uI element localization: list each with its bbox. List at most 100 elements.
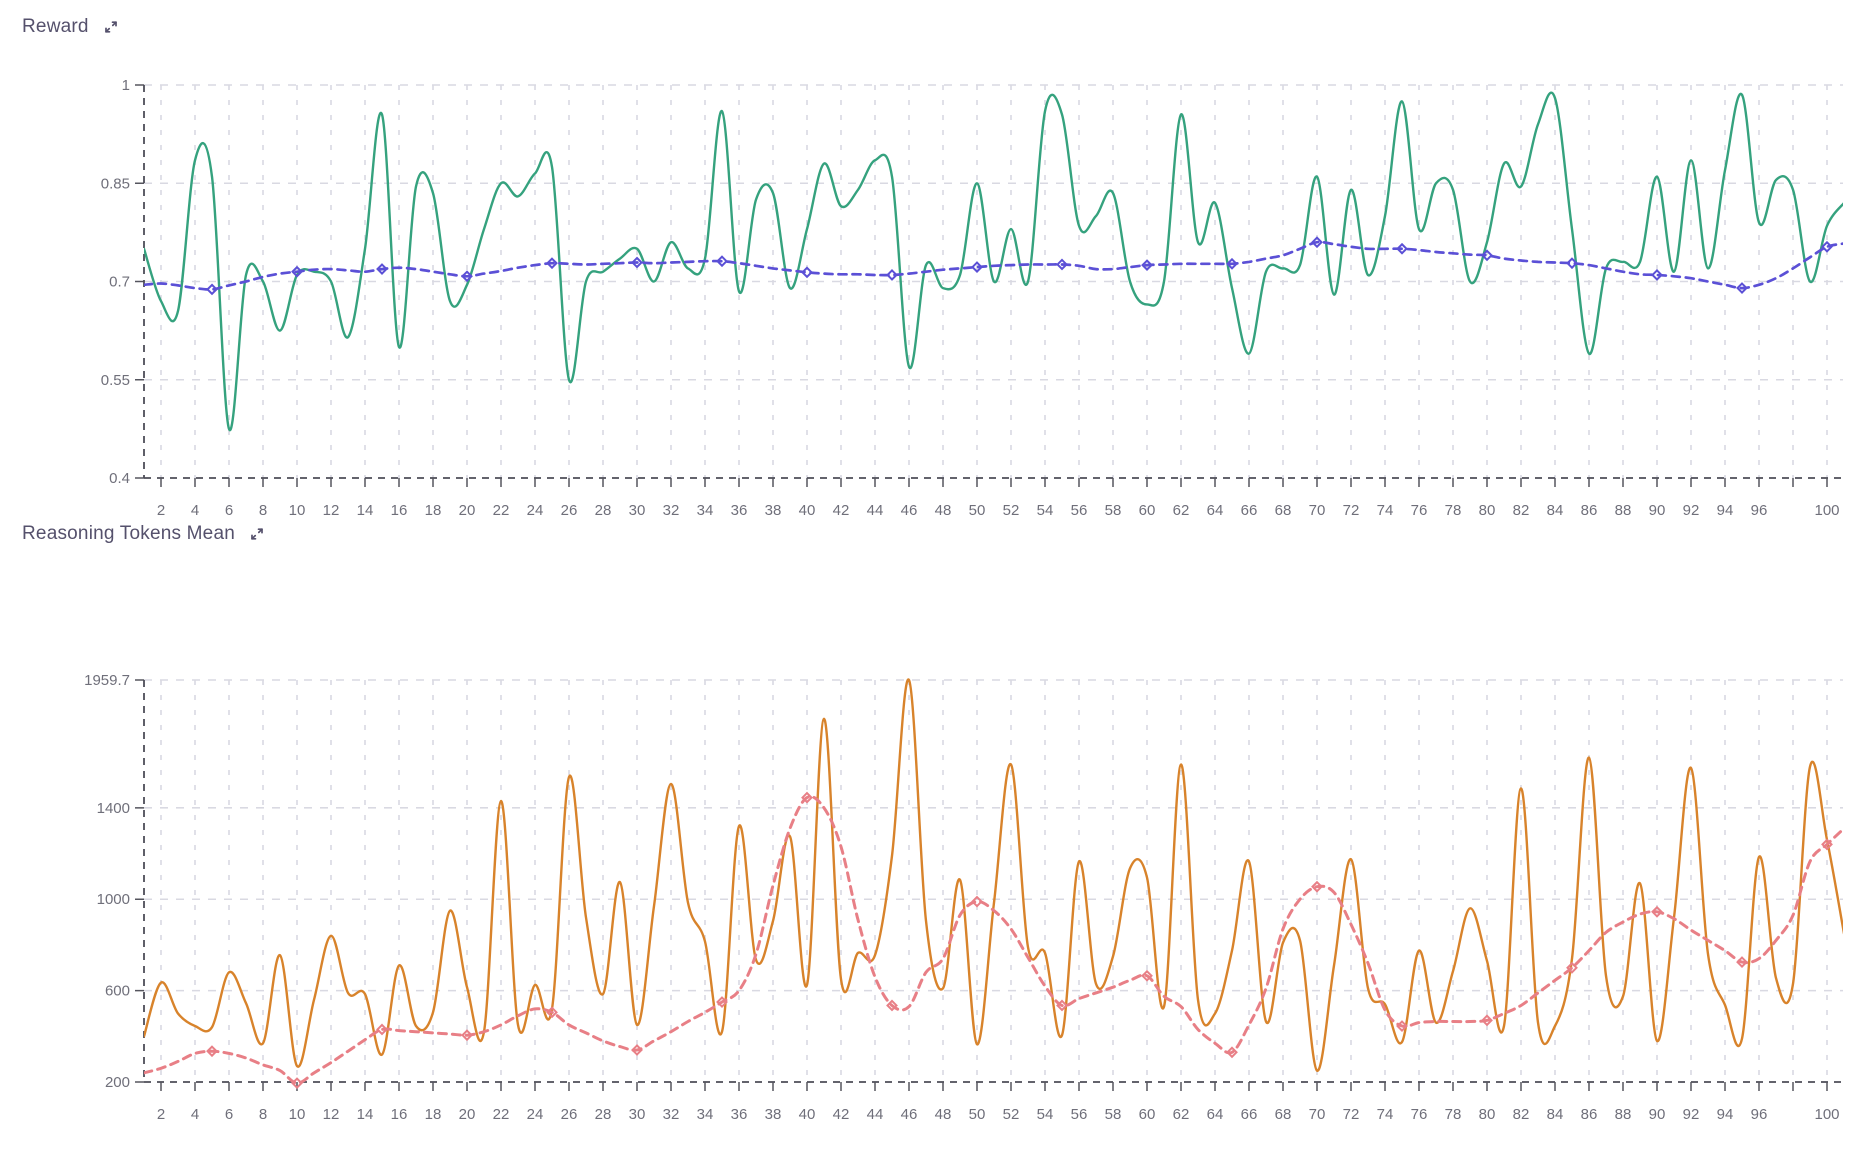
x-tick-label: 88 bbox=[1615, 1106, 1632, 1123]
x-tick-label: 72 bbox=[1343, 502, 1360, 519]
y-tick-label: 0.85 bbox=[101, 175, 130, 192]
series-marker bbox=[1651, 905, 1663, 918]
series-marker bbox=[1736, 956, 1748, 968]
x-tick-label: 72 bbox=[1343, 1106, 1360, 1123]
series-reward-smoothed bbox=[144, 240, 1843, 291]
reward-chart-header: Reward bbox=[22, 16, 119, 38]
x-tick-label: 34 bbox=[697, 1106, 714, 1123]
y-tick-label: 1 bbox=[122, 77, 130, 94]
y-tick-label: 1959.7 bbox=[84, 672, 130, 689]
series-marker bbox=[1481, 1014, 1493, 1027]
series-marker bbox=[1396, 242, 1408, 255]
x-tick-label: 90 bbox=[1649, 502, 1666, 519]
y-tick-label: 1000 bbox=[97, 891, 130, 908]
tokens-chart-title: Reasoning Tokens Mean bbox=[22, 523, 235, 544]
x-tick-label: 92 bbox=[1683, 502, 1700, 519]
x-tick-label: 90 bbox=[1649, 1106, 1666, 1123]
series-marker bbox=[886, 999, 898, 1012]
series-marker bbox=[1566, 257, 1578, 270]
y-tick-label: 200 bbox=[105, 1074, 130, 1091]
x-tick-label: 56 bbox=[1071, 502, 1088, 519]
x-tick-label: 8 bbox=[259, 502, 267, 519]
x-tick-label: 32 bbox=[663, 502, 680, 519]
series-marker bbox=[1481, 249, 1493, 262]
series-marker bbox=[1736, 282, 1748, 294]
x-tick-label: 48 bbox=[935, 502, 952, 519]
x-tick-label: 66 bbox=[1241, 502, 1258, 519]
x-tick-label: 28 bbox=[595, 1106, 612, 1123]
x-tick-label: 86 bbox=[1581, 502, 1598, 519]
x-tick-label: 46 bbox=[901, 1106, 918, 1123]
x-tick-label: 14 bbox=[357, 502, 374, 519]
series-marker bbox=[1396, 1020, 1408, 1032]
x-tick-label: 52 bbox=[1003, 502, 1020, 519]
x-tick-label: 4 bbox=[191, 1106, 199, 1123]
x-tick-label: 54 bbox=[1037, 502, 1054, 519]
y-tick-label: 0.55 bbox=[101, 372, 130, 389]
x-tick-label: 20 bbox=[459, 1106, 476, 1123]
x-tick-label: 80 bbox=[1479, 1106, 1496, 1123]
x-tick-label: 50 bbox=[969, 1106, 986, 1123]
series-marker bbox=[461, 1029, 473, 1042]
x-tick-label: 58 bbox=[1105, 502, 1122, 519]
series-marker bbox=[1651, 269, 1663, 281]
series-marker bbox=[291, 1077, 303, 1090]
series-marker bbox=[546, 257, 558, 270]
x-tick-label: 70 bbox=[1309, 502, 1326, 519]
series-marker bbox=[546, 1006, 558, 1019]
y-tick-label: 0.7 bbox=[109, 274, 130, 291]
x-tick-label: 32 bbox=[663, 1106, 680, 1123]
x-tick-label: 56 bbox=[1071, 1106, 1088, 1123]
x-tick-label: 82 bbox=[1513, 1106, 1530, 1123]
x-tick-label: 58 bbox=[1105, 1106, 1122, 1123]
series-marker bbox=[716, 255, 728, 268]
x-tick-label: 38 bbox=[765, 502, 782, 519]
series-marker bbox=[461, 270, 473, 283]
x-tick-label: 12 bbox=[323, 502, 340, 519]
x-tick-label: 70 bbox=[1309, 1106, 1326, 1123]
x-tick-label: 34 bbox=[697, 502, 714, 519]
x-tick-label: 40 bbox=[799, 502, 816, 519]
expand-icon[interactable] bbox=[249, 526, 265, 542]
x-tick-label: 88 bbox=[1615, 502, 1632, 519]
x-tick-label: 16 bbox=[391, 1106, 408, 1123]
x-tick-label: 74 bbox=[1377, 502, 1394, 519]
x-tick-label: 26 bbox=[561, 502, 578, 519]
series-marker bbox=[1311, 236, 1323, 249]
x-tick-label: 46 bbox=[901, 502, 918, 519]
series-marker bbox=[1141, 969, 1153, 982]
x-tick-label: 94 bbox=[1717, 1106, 1734, 1123]
x-tick-label: 48 bbox=[935, 1106, 952, 1123]
x-tick-label: 38 bbox=[765, 1106, 782, 1123]
series-reward bbox=[144, 91, 1843, 432]
expand-icon[interactable] bbox=[103, 19, 119, 35]
x-tick-label: 62 bbox=[1173, 502, 1190, 519]
x-tick-label: 8 bbox=[259, 1106, 267, 1123]
series-marker bbox=[206, 283, 218, 296]
x-tick-label: 28 bbox=[595, 502, 612, 519]
x-tick-label: 22 bbox=[493, 502, 510, 519]
x-tick-label: 10 bbox=[289, 502, 306, 519]
x-tick-label: 30 bbox=[629, 502, 646, 519]
series-marker bbox=[1821, 240, 1833, 253]
x-tick-label: 24 bbox=[527, 1106, 544, 1123]
series-reasoning-tokens-smoothed bbox=[144, 795, 1843, 1085]
chart-0: 10.850.70.550.42 4 6 8 10 12 14 16 18 20 22 24 26 28 3… bbox=[101, 77, 1843, 519]
x-tick-label: 10 bbox=[289, 1106, 306, 1123]
x-tick-label: 42 bbox=[833, 1106, 850, 1123]
x-tick-label: 96 bbox=[1751, 1106, 1768, 1123]
series-marker bbox=[1141, 259, 1153, 272]
x-tick-label: 62 bbox=[1173, 1106, 1190, 1123]
series-marker bbox=[376, 1023, 388, 1036]
series-marker bbox=[1056, 999, 1068, 1012]
x-tick-label: 82 bbox=[1513, 502, 1530, 519]
series-marker bbox=[1821, 838, 1833, 851]
x-tick-label: 40 bbox=[799, 1106, 816, 1123]
x-tick-label: 66 bbox=[1241, 1106, 1258, 1123]
x-tick-label: 80 bbox=[1479, 502, 1496, 519]
x-tick-label: 20 bbox=[459, 502, 476, 519]
x-tick-label: 54 bbox=[1037, 1106, 1054, 1123]
x-tick-label: 12 bbox=[323, 1106, 340, 1123]
